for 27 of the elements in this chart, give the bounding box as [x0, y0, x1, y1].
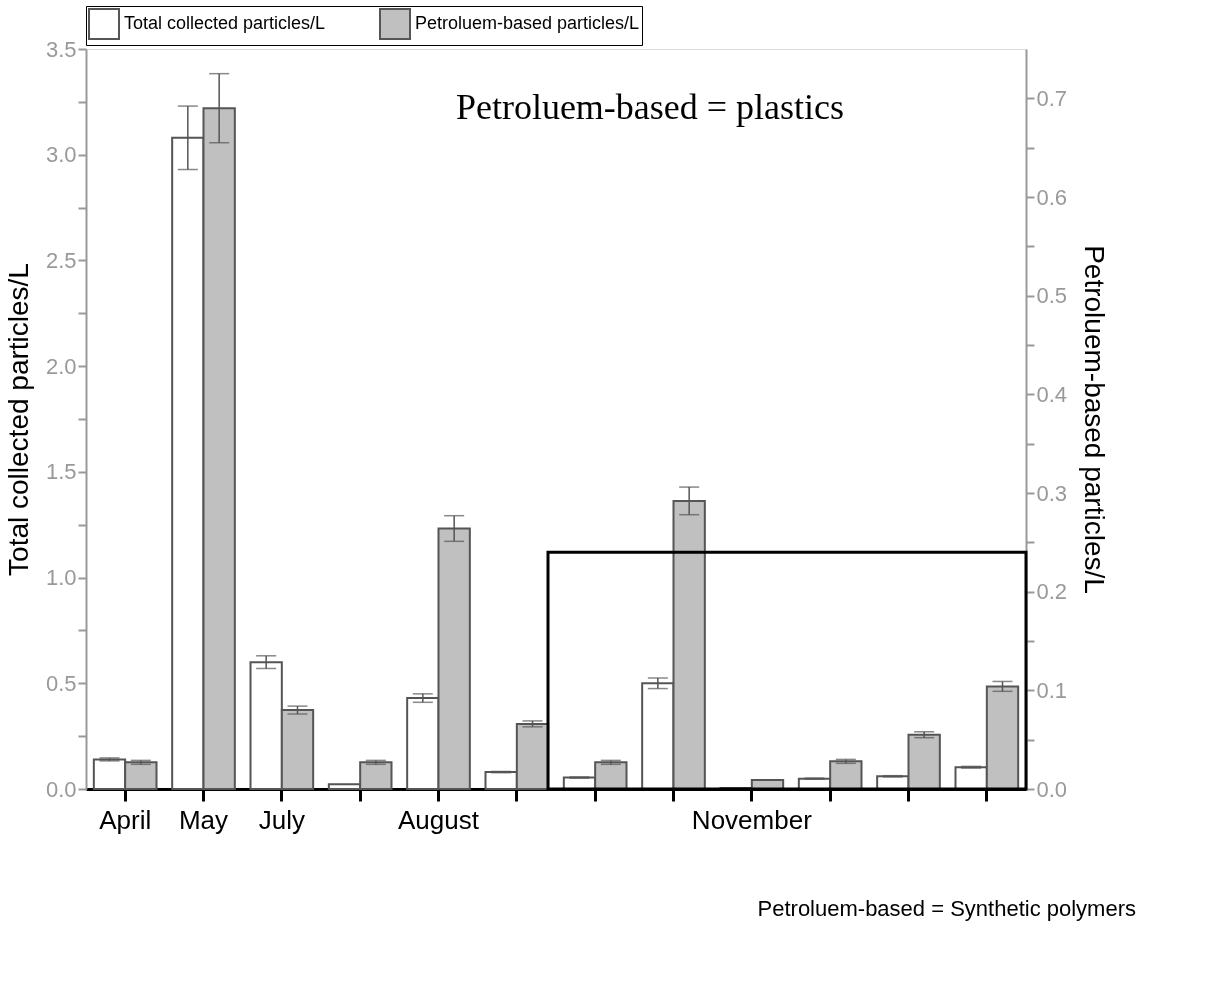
y2-tick-label: 0.3	[1036, 480, 1068, 506]
y-tick-label: 3.0	[45, 142, 77, 168]
x-tick-label: April	[99, 804, 152, 835]
y2-axis-title: Petroluem-based particles/L	[1079, 245, 1111, 594]
annotation: Petroluem-based = plastics	[455, 87, 845, 128]
y-tick-label: 2.0	[45, 353, 77, 379]
y2-tick-label: 0.5	[1036, 283, 1068, 309]
y2-tick-label: 0.0	[1036, 776, 1068, 802]
y-tick-label: 0.5	[45, 670, 77, 696]
text: Petroluem-based = Synthetic polymers	[757, 896, 1136, 921]
x-tick-label: July	[258, 804, 305, 835]
y-axis-title: Total collected particles/L	[2, 263, 34, 576]
y2-tick-label: 0.2	[1036, 579, 1068, 605]
x-tick-label: May	[178, 804, 229, 835]
x-tick-label: August	[398, 804, 480, 835]
legend-label: Petroluem-based particles/L	[415, 13, 640, 33]
y2-tick-label: 0.1	[1036, 677, 1068, 703]
y-tick-label: 1.0	[45, 565, 77, 591]
y-tick-label: 2.5	[45, 247, 77, 273]
y2-tick-label: 0.7	[1036, 85, 1068, 111]
y-tick-label: 1.5	[45, 459, 77, 485]
y2-tick-label: 0.6	[1036, 184, 1068, 210]
y2-tick-label: 0.4	[1036, 381, 1068, 407]
x-tick-label: November	[691, 804, 813, 835]
y-tick-label: 0.0	[45, 776, 77, 802]
legend-label: Total collected particles/L	[124, 13, 326, 33]
y-tick-label: 3.5	[45, 36, 77, 62]
